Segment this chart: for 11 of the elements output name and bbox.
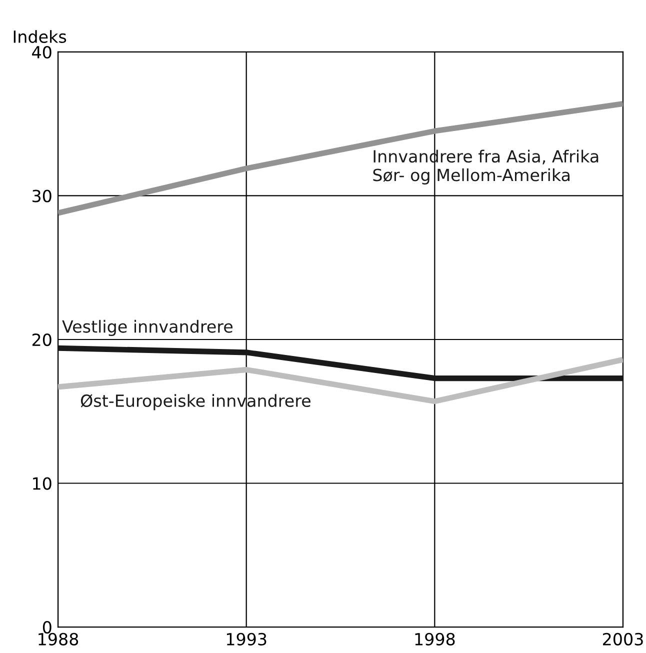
x-tick-label: 1988 <box>38 632 78 646</box>
y-tick-label: 40 <box>32 46 52 59</box>
x-tick-label: 1998 <box>415 632 455 646</box>
y-tick-label: 30 <box>32 190 52 202</box>
y-tick-label: 20 <box>32 333 52 346</box>
y-tick-label: 0 <box>42 620 52 634</box>
y-axis-title: Indeks <box>14 30 66 43</box>
x-tick-label: 2003 <box>603 632 643 646</box>
y-tick-label: 10 <box>33 477 52 490</box>
x-tick-label: 1993 <box>226 632 266 646</box>
series-label: Vestlige innvandrere <box>62 320 232 336</box>
